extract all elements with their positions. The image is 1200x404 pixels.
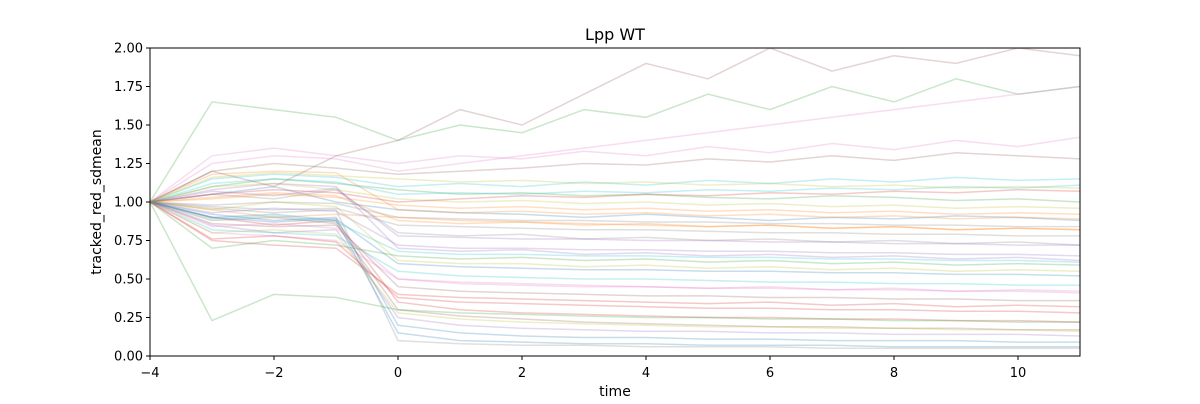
series-line-22 xyxy=(150,201,1080,266)
x-tick-label-2: 0 xyxy=(394,366,402,381)
series-line-2 xyxy=(150,178,1080,203)
y-tick-label-6: 1.50 xyxy=(114,119,143,134)
series-line-28 xyxy=(150,201,1080,333)
series-lines xyxy=(150,48,1080,350)
series-line-34 xyxy=(150,187,1080,246)
x-tick-label-7: 10 xyxy=(1010,366,1027,381)
y-axis-label: tracked_red_sdmean xyxy=(89,129,105,274)
series-line-8 xyxy=(150,201,1080,273)
series-line-10 xyxy=(150,201,1080,348)
series-line-37 xyxy=(150,201,1080,350)
y-tick-label-3: 0.75 xyxy=(114,234,143,249)
series-line-31 xyxy=(150,192,1080,231)
x-tick-label-4: 4 xyxy=(642,366,650,381)
x-axis-label: time xyxy=(599,384,631,400)
x-axis-ticks: −4 −2 0 2 4 6 8 10 xyxy=(140,356,1026,381)
series-line-1 xyxy=(150,201,1080,231)
series-line-14 xyxy=(150,182,1080,262)
y-tick-label-8: 2.00 xyxy=(114,42,143,57)
series-line-20 xyxy=(150,201,1080,343)
series-line-19 xyxy=(150,201,1080,286)
series-line-16 xyxy=(150,85,1080,203)
series-line-3 xyxy=(150,201,1080,323)
y-axis-ticks: 0.00 0.25 0.50 0.75 1.00 1.25 1.50 1.75 2.00 xyxy=(114,42,150,365)
series-line-29 xyxy=(150,178,1080,203)
y-tick-label-5: 1.25 xyxy=(114,157,143,172)
y-tick-label-2: 0.50 xyxy=(114,273,143,288)
chart-title: Lpp WT xyxy=(585,25,645,44)
x-tick-label-1: −2 xyxy=(264,366,283,381)
series-line-15 xyxy=(150,201,1080,331)
series-line-18 xyxy=(150,182,1080,209)
y-tick-label-0: 0.00 xyxy=(114,350,143,365)
series-line-21 xyxy=(150,170,1080,220)
series-line-25 xyxy=(150,201,1080,302)
series-line-38 xyxy=(150,171,1080,203)
series-line-11 xyxy=(150,193,1080,216)
x-tick-label-5: 6 xyxy=(766,366,774,381)
series-line-4 xyxy=(150,201,1080,337)
series-line-36 xyxy=(150,201,1080,294)
series-line-32 xyxy=(150,201,1080,323)
series-line-39 xyxy=(150,201,1080,263)
series-line-27 xyxy=(150,201,1080,228)
series-line-7 xyxy=(150,188,1080,246)
series-line-33 xyxy=(150,201,1080,314)
series-line-35 xyxy=(150,48,1080,203)
x-tick-label-3: 2 xyxy=(518,366,526,381)
series-line-24 xyxy=(150,201,1080,257)
series-line-23 xyxy=(150,188,1080,203)
series-line-9 xyxy=(150,173,1080,203)
series-line-0 xyxy=(150,185,1080,222)
y-tick-label-4: 1.00 xyxy=(114,196,143,211)
x-tick-label-0: −4 xyxy=(140,366,159,381)
series-line-26 xyxy=(150,136,1080,203)
series-line-12 xyxy=(150,78,1080,203)
y-tick-label-7: 1.75 xyxy=(114,80,143,95)
series-line-30 xyxy=(150,201,1080,277)
series-line-13 xyxy=(150,201,1080,308)
series-line-6 xyxy=(150,201,1080,293)
x-tick-label-6: 8 xyxy=(890,366,898,381)
series-line-5 xyxy=(150,151,1080,203)
y-tick-label-1: 0.25 xyxy=(114,311,143,326)
series-line-17 xyxy=(150,201,1080,237)
